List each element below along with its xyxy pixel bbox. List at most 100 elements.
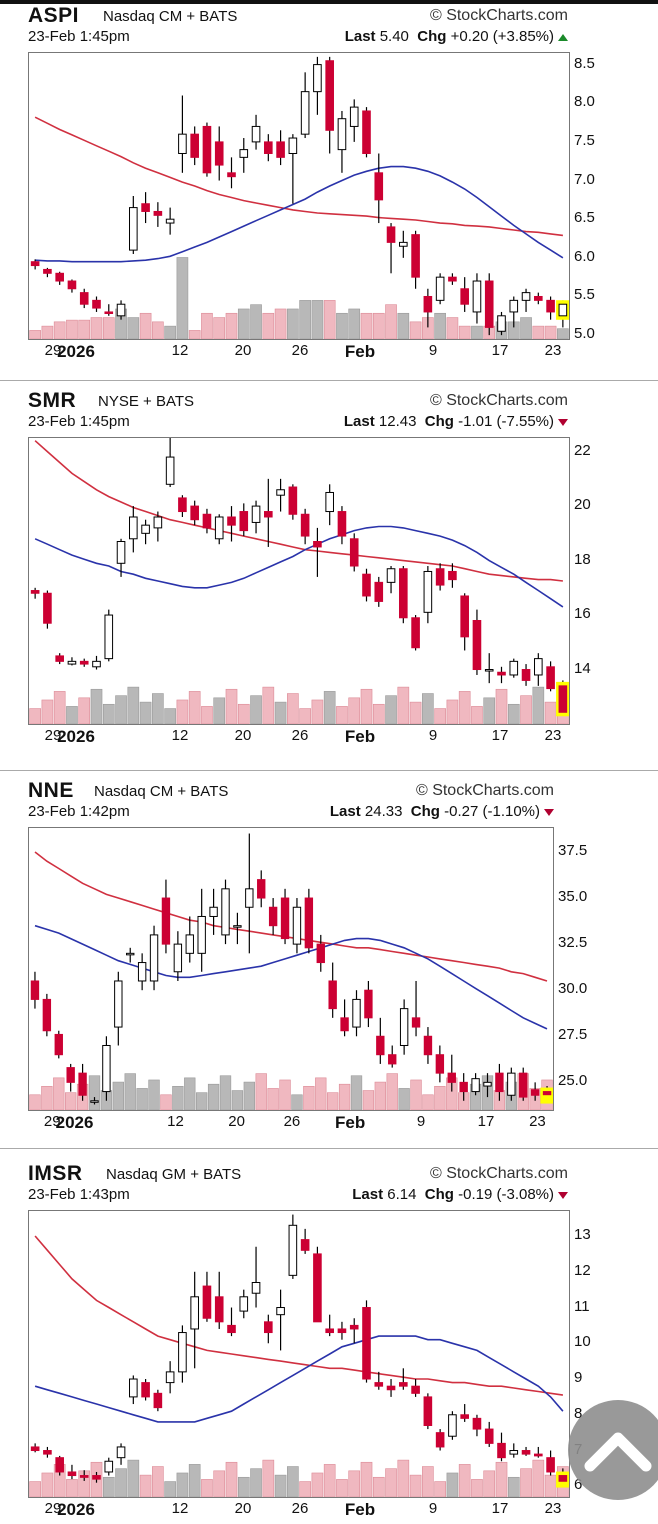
price-tick-label: 8.0 <box>574 93 595 111</box>
candle-body <box>129 516 138 540</box>
candle-body <box>137 962 147 982</box>
price-change: -0.19 (-3.08%) <box>458 1186 554 1203</box>
candle-body <box>300 1239 310 1251</box>
ticker-symbol[interactable]: SMR <box>28 389 77 412</box>
candle-body <box>79 660 89 665</box>
price-tick-label: 6.0 <box>574 247 595 265</box>
candle-body <box>521 292 531 301</box>
volume-bar <box>102 1476 115 1497</box>
volume-bar <box>152 1466 164 1497</box>
volume-bar <box>279 1079 291 1110</box>
volume-bar <box>291 1094 303 1110</box>
volume-bar <box>201 312 213 339</box>
candle-body <box>178 1332 187 1373</box>
brand-label: © StockCharts.com <box>429 7 568 24</box>
candle-body <box>30 980 40 1000</box>
volume-bar <box>336 1479 348 1497</box>
price-plot[interactable] <box>28 437 570 725</box>
price-plot[interactable] <box>28 827 554 1111</box>
candle-body <box>546 299 555 313</box>
volume-bar <box>386 1073 398 1110</box>
volume-bar <box>262 312 275 339</box>
volume-bar <box>213 1470 226 1497</box>
candle-body <box>313 64 322 93</box>
volume-bar <box>327 1092 339 1110</box>
last-price: 6.14 <box>387 1186 417 1203</box>
price-plot[interactable] <box>28 52 570 340</box>
price-tick-label: 32.5 <box>558 934 588 952</box>
volume-bar <box>422 1094 434 1110</box>
volume-bar <box>66 1479 78 1497</box>
candle-body <box>126 952 135 956</box>
volume-bar <box>532 325 545 339</box>
candle-body <box>165 1371 175 1384</box>
price-tick-label: 10 <box>574 1333 591 1351</box>
price-change: -1.01 (-7.55%) <box>458 413 554 430</box>
ticker-symbol[interactable]: ASPI <box>28 4 80 27</box>
candle-body <box>448 570 457 581</box>
candle-body <box>276 1307 285 1316</box>
candle-body <box>534 658 543 676</box>
candle-body <box>67 660 77 665</box>
date-tick-label: 26 <box>291 727 309 744</box>
volume-bar <box>53 691 66 724</box>
price-tick-label: 20 <box>574 496 591 514</box>
brand-label: © StockCharts.com <box>429 392 568 409</box>
volume-bar <box>520 695 532 724</box>
volume-bar <box>102 317 115 339</box>
candle-body <box>104 311 114 314</box>
volume-bar <box>385 1468 397 1497</box>
volume-bar <box>520 1468 532 1497</box>
price-tick-label: 13 <box>574 1226 591 1244</box>
candle-body <box>43 268 52 274</box>
chart-panel-nne[interactable]: NNE Nasdaq CM + BATS © StockCharts.com 2… <box>0 775 658 1145</box>
chart-panel-smr[interactable]: SMR NYSE + BATS © StockCharts.com 23-Feb… <box>0 385 658 765</box>
price-tick-label: 11 <box>574 1297 590 1315</box>
candle-body <box>313 1253 322 1323</box>
ticker-symbol[interactable]: IMSR <box>28 1162 83 1185</box>
candle-body <box>337 511 347 537</box>
candle-body <box>141 1382 150 1398</box>
candle-body <box>509 299 519 313</box>
candle-body <box>79 292 89 305</box>
candle-body <box>197 915 206 954</box>
volume-bar <box>225 1461 238 1497</box>
candle-body <box>411 1017 421 1028</box>
candle-body <box>239 149 249 158</box>
volume-bar <box>250 695 262 724</box>
volume-bar <box>188 330 201 339</box>
chevron-up-icon <box>584 1432 652 1472</box>
brand-label: © StockCharts.com <box>429 1165 568 1182</box>
volume-bar <box>164 325 176 339</box>
ticker-symbol[interactable]: NNE <box>28 779 74 802</box>
brand-label: © StockCharts.com <box>415 782 554 799</box>
chart-panel-imsr[interactable]: IMSR Nasdaq GM + BATS © StockCharts.com … <box>0 1158 658 1524</box>
scroll-to-top-button[interactable] <box>568 1400 658 1500</box>
candle-body <box>558 1475 568 1482</box>
candlestick-chart <box>29 438 569 724</box>
volume-bar <box>299 1481 311 1497</box>
volume-bar <box>41 1086 53 1110</box>
volume-bar <box>446 699 459 724</box>
chart-panel-aspi[interactable]: ASPI Nasdaq CM + BATS © StockCharts.com … <box>0 0 658 380</box>
candle-body <box>448 276 457 282</box>
candle-body <box>388 1054 397 1065</box>
volume-bar <box>299 300 311 339</box>
candle-body <box>239 511 249 532</box>
candle-body <box>423 1396 433 1426</box>
panel-header: NNE Nasdaq CM + BATS © StockCharts.com <box>28 779 568 802</box>
candle-body <box>349 1324 359 1330</box>
quote-line: 23-Feb 1:42pm Last 24.33 Chg -0.27 (-1.1… <box>28 803 568 823</box>
volume-bar <box>90 688 103 724</box>
price-plot[interactable] <box>28 1210 570 1498</box>
volume-bar <box>267 1088 279 1110</box>
volume-bar <box>65 1092 77 1110</box>
volume-bar <box>237 703 250 724</box>
date-tick-label: 12 <box>171 342 189 359</box>
volume-bar <box>102 703 115 724</box>
candle-body <box>411 234 420 278</box>
candle-body <box>448 1414 457 1437</box>
candle-body <box>435 1432 445 1448</box>
candle-body <box>386 568 396 583</box>
date-tick-label: Feb <box>335 1113 366 1132</box>
